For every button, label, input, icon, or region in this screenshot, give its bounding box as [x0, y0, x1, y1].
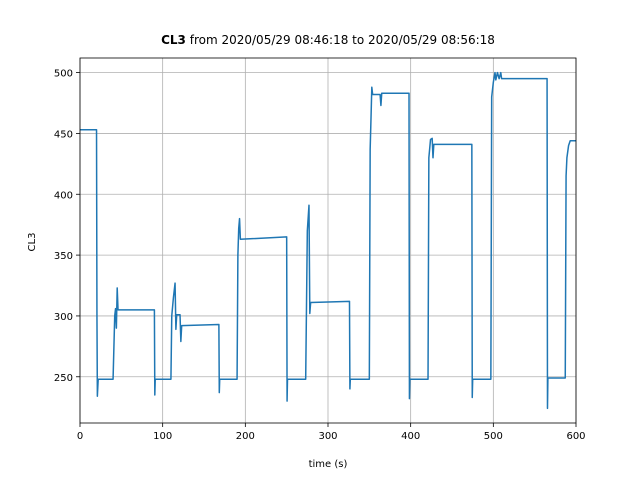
x-tick-label: 500 [484, 431, 503, 442]
title-bold: CL3 [161, 33, 186, 47]
x-tick-label: 600 [566, 431, 585, 442]
x-tick-label: 200 [236, 431, 255, 442]
x-tick-label: 400 [401, 431, 420, 442]
y-tick-label: 350 [54, 251, 73, 262]
y-axis-label: CL3 [27, 233, 38, 252]
x-tick-label: 300 [318, 431, 337, 442]
y-tick-label: 300 [54, 312, 73, 323]
plot-frame [79, 57, 577, 424]
title-rest: from 2020/05/29 08:46:18 to 2020/05/29 0… [190, 33, 495, 47]
y-tick-label: 500 [54, 69, 73, 80]
y-tick-label: 450 [54, 129, 73, 140]
x-tick-label: 0 [77, 431, 83, 442]
x-axis-label: time (s) [309, 459, 348, 470]
x-tick-label: 100 [153, 431, 172, 442]
data-line [80, 71, 576, 410]
chart-title: CL3 from 2020/05/29 08:46:18 to 2020/05/… [161, 33, 495, 47]
y-tick-label: 250 [54, 373, 73, 384]
y-tick-label: 400 [54, 190, 73, 201]
